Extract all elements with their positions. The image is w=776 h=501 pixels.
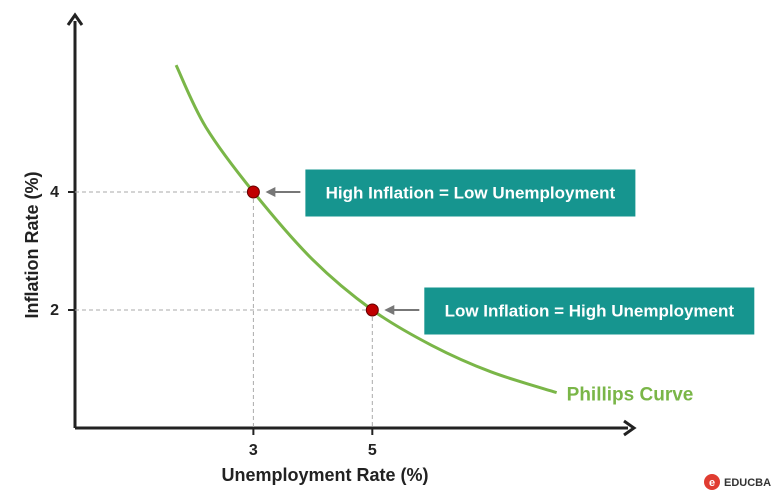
annotation-text: High Inflation = Low Unemployment bbox=[326, 183, 616, 202]
x-axis-arrow bbox=[623, 419, 637, 437]
curve bbox=[174, 64, 558, 395]
annotation-box bbox=[424, 287, 755, 335]
watermark-logo: e EDUCBA bbox=[704, 474, 771, 490]
y-tick-label: 2 bbox=[50, 302, 59, 319]
point bbox=[365, 303, 379, 317]
watermark: EDUCBA bbox=[724, 477, 771, 489]
annotation-box bbox=[305, 169, 636, 217]
x-axis-label: Unemployment Rate (%) bbox=[221, 465, 428, 485]
annotation-text: Low Inflation = High Unemployment bbox=[445, 301, 735, 320]
x-tick-label: 5 bbox=[368, 442, 377, 459]
logo-e: e bbox=[709, 477, 715, 489]
y-axis-label: Inflation Rate (%) bbox=[22, 171, 42, 318]
y-axis-arrow bbox=[66, 12, 84, 26]
y-tick-label: 4 bbox=[50, 184, 59, 201]
point bbox=[246, 185, 260, 199]
series-label: Phillips Curve bbox=[567, 385, 694, 406]
x-tick-label: 3 bbox=[249, 442, 258, 459]
